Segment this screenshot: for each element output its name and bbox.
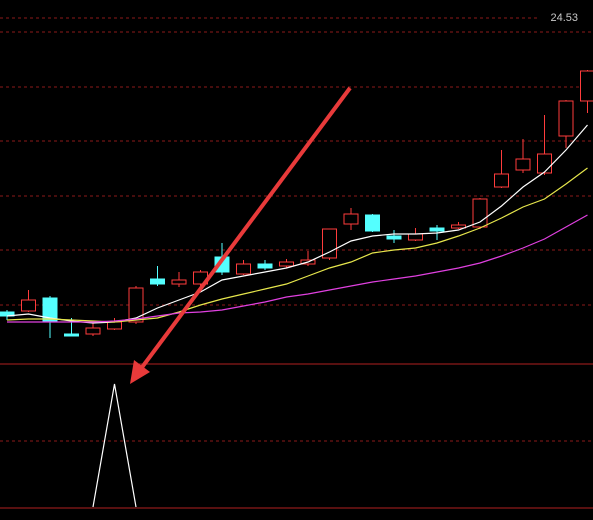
plot-area: 24.53: [0, 12, 593, 508]
candle-body: [128, 287, 144, 323]
arrow-annotation: [130, 86, 352, 384]
candle-body: [515, 158, 531, 171]
candle-body: [408, 233, 423, 241]
candle-body: [580, 70, 593, 102]
arrow-head: [130, 360, 150, 384]
candle-body: [494, 173, 509, 188]
candle-body: [472, 198, 488, 228]
candle-body: [451, 224, 466, 229]
candle-body: [429, 227, 445, 232]
grid-decor: [0, 31, 593, 442]
line-series: [92, 383, 137, 508]
arrow-shaft: [138, 86, 352, 372]
candle-body: [171, 279, 187, 285]
line-series: [7, 214, 588, 323]
candle-body: [107, 321, 122, 330]
y-tick-label: 24.53: [550, 12, 578, 24]
line-series: [6, 167, 588, 323]
candle-body: [257, 263, 273, 269]
candle-body: [150, 278, 165, 285]
candle-body: [537, 153, 552, 174]
candle-body: [386, 235, 402, 240]
line-series: [6, 124, 588, 324]
candle-body: [558, 100, 574, 137]
candle-body: [236, 263, 251, 275]
candle-body: [343, 213, 359, 225]
candle-body: [279, 261, 294, 267]
candle-body: [21, 299, 36, 312]
candle-body: [365, 214, 380, 232]
candle-body: [85, 327, 101, 335]
candle-body: [64, 333, 79, 337]
